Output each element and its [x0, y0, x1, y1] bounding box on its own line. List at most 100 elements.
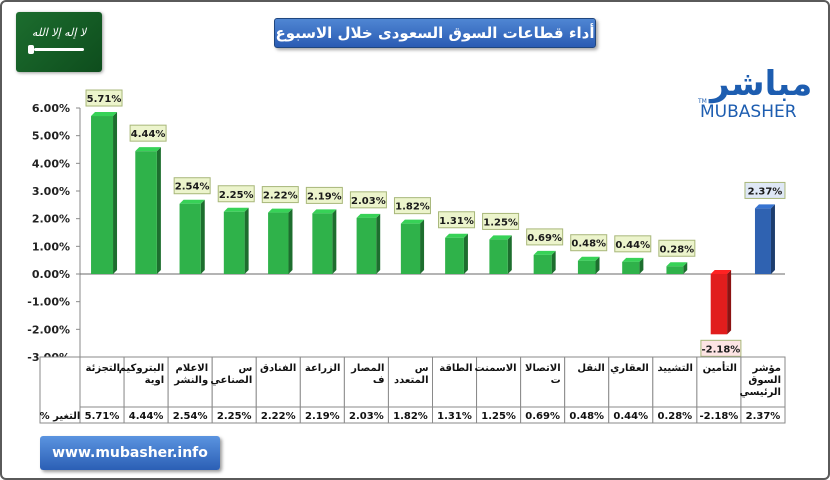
bar-top: [179, 199, 205, 204]
bar: [91, 116, 114, 274]
bar: [135, 151, 157, 274]
bar-group: 2.37%: [744, 181, 786, 274]
bar-group: 2.25%: [217, 185, 255, 274]
bar-group: 5.71%: [85, 89, 123, 274]
bar-side: [507, 235, 512, 274]
bar: [489, 239, 508, 274]
data-label-box: [173, 177, 211, 195]
bar-top: [710, 270, 732, 274]
table-value-label: 0.69%: [525, 411, 560, 422]
data-label: -2.18%: [701, 344, 740, 355]
bar-side: [551, 250, 556, 274]
data-label: 2.22%: [263, 191, 298, 202]
table-value-cell: [740, 406, 786, 424]
x-category-label: الفنادق: [260, 363, 296, 374]
bar-side: [288, 208, 293, 274]
bar: [666, 266, 684, 274]
bar-side: [727, 270, 732, 335]
x-category-label: البتروكيم: [119, 363, 165, 374]
website-link[interactable]: www.mubasher.info: [40, 436, 220, 470]
bar-side: [244, 207, 249, 274]
bar-group: 1.25%: [482, 212, 520, 274]
data-label: 0.69%: [527, 233, 562, 244]
bar-top: [400, 219, 425, 224]
y-tick-label: 6.00%: [32, 102, 70, 115]
bar-side: [376, 213, 381, 274]
bar-top: [533, 250, 556, 255]
table-value-label: 2.19%: [305, 411, 340, 422]
x-category-label: الصناعي: [210, 375, 252, 386]
x-category-label: الطاقة: [439, 363, 472, 374]
bar: [533, 254, 552, 274]
bar-top: [356, 213, 381, 218]
bar-top: [91, 112, 118, 117]
table-category-cell: [652, 356, 698, 408]
bar-group: 0.48%: [570, 234, 608, 274]
data-label-box: [744, 181, 786, 199]
bar: [312, 213, 333, 274]
table-category-cell: [255, 356, 301, 408]
logo-english-text: MUBASHER: [700, 102, 797, 122]
x-category-label: الرئيسي: [739, 387, 781, 398]
bar-group: 0.28%: [658, 239, 696, 274]
bar-top: [223, 207, 249, 212]
x-category-label: س: [238, 363, 252, 374]
table-row-label: التغير %: [40, 411, 81, 422]
bar-top: [577, 256, 600, 261]
y-tick-label: -1.00%: [27, 296, 70, 309]
bar-side: [463, 233, 468, 274]
bar: [179, 203, 201, 274]
table-category-cell: [211, 356, 257, 408]
data-label: 2.03%: [351, 196, 386, 207]
data-label-box: [129, 124, 167, 142]
table-category-cell: [387, 356, 433, 408]
x-category-label: المصار: [350, 363, 384, 374]
data-label: 2.37%: [748, 186, 783, 197]
bar-group: 1.31%: [438, 211, 476, 274]
bar-side: [770, 204, 775, 274]
data-label-box: [261, 186, 299, 204]
data-label-box: [482, 212, 520, 230]
x-category-label: التجزئة: [86, 363, 121, 374]
bar-group: 0.69%: [526, 228, 564, 274]
bar-top: [135, 147, 161, 152]
bar-group: 2.54%: [173, 177, 211, 274]
x-category-label: الاتصالا: [525, 363, 561, 374]
y-tick-label: 1.00%: [32, 240, 70, 253]
logo-arabic-text: مباشر: [710, 64, 813, 104]
data-label-box: [393, 197, 431, 215]
bar-group: 2.22%: [261, 186, 299, 274]
table-value-label: 2.25%: [217, 411, 252, 422]
flag-script: لا إله إلا الله: [31, 26, 87, 39]
y-tick-label: -2.00%: [27, 323, 70, 336]
x-category-label: ف: [373, 375, 385, 386]
table-value-label: 2.22%: [261, 411, 296, 422]
bar: [710, 274, 728, 335]
bar-top: [268, 208, 293, 213]
table-category-cell: [432, 356, 478, 408]
table-value-label: 0.28%: [657, 411, 692, 422]
bar: [622, 261, 640, 274]
bar: [577, 260, 596, 274]
data-label-box: [217, 185, 255, 203]
x-category-label: السوق: [748, 375, 781, 386]
table-value-label: -2.18%: [699, 411, 738, 422]
table-category-cell: [520, 356, 566, 408]
y-tick-label: 3.00%: [32, 185, 70, 198]
bar-side: [200, 199, 205, 274]
x-category-label: التأمين: [703, 361, 737, 374]
x-category-label: والنشر: [173, 375, 208, 386]
bar-group: 4.44%: [129, 124, 167, 274]
y-tick-label: 2.00%: [32, 213, 70, 226]
data-label: 2.19%: [307, 191, 342, 202]
x-category-label: الاعلام: [176, 363, 209, 374]
table-label-column: [39, 356, 81, 424]
bar-side: [332, 209, 337, 274]
data-label: 1.31%: [439, 216, 474, 227]
data-label: 1.25%: [483, 217, 518, 228]
x-category-label: ت: [551, 375, 561, 386]
bar-group: 2.19%: [305, 186, 343, 274]
x-category-label: الاسمنت: [475, 363, 517, 374]
